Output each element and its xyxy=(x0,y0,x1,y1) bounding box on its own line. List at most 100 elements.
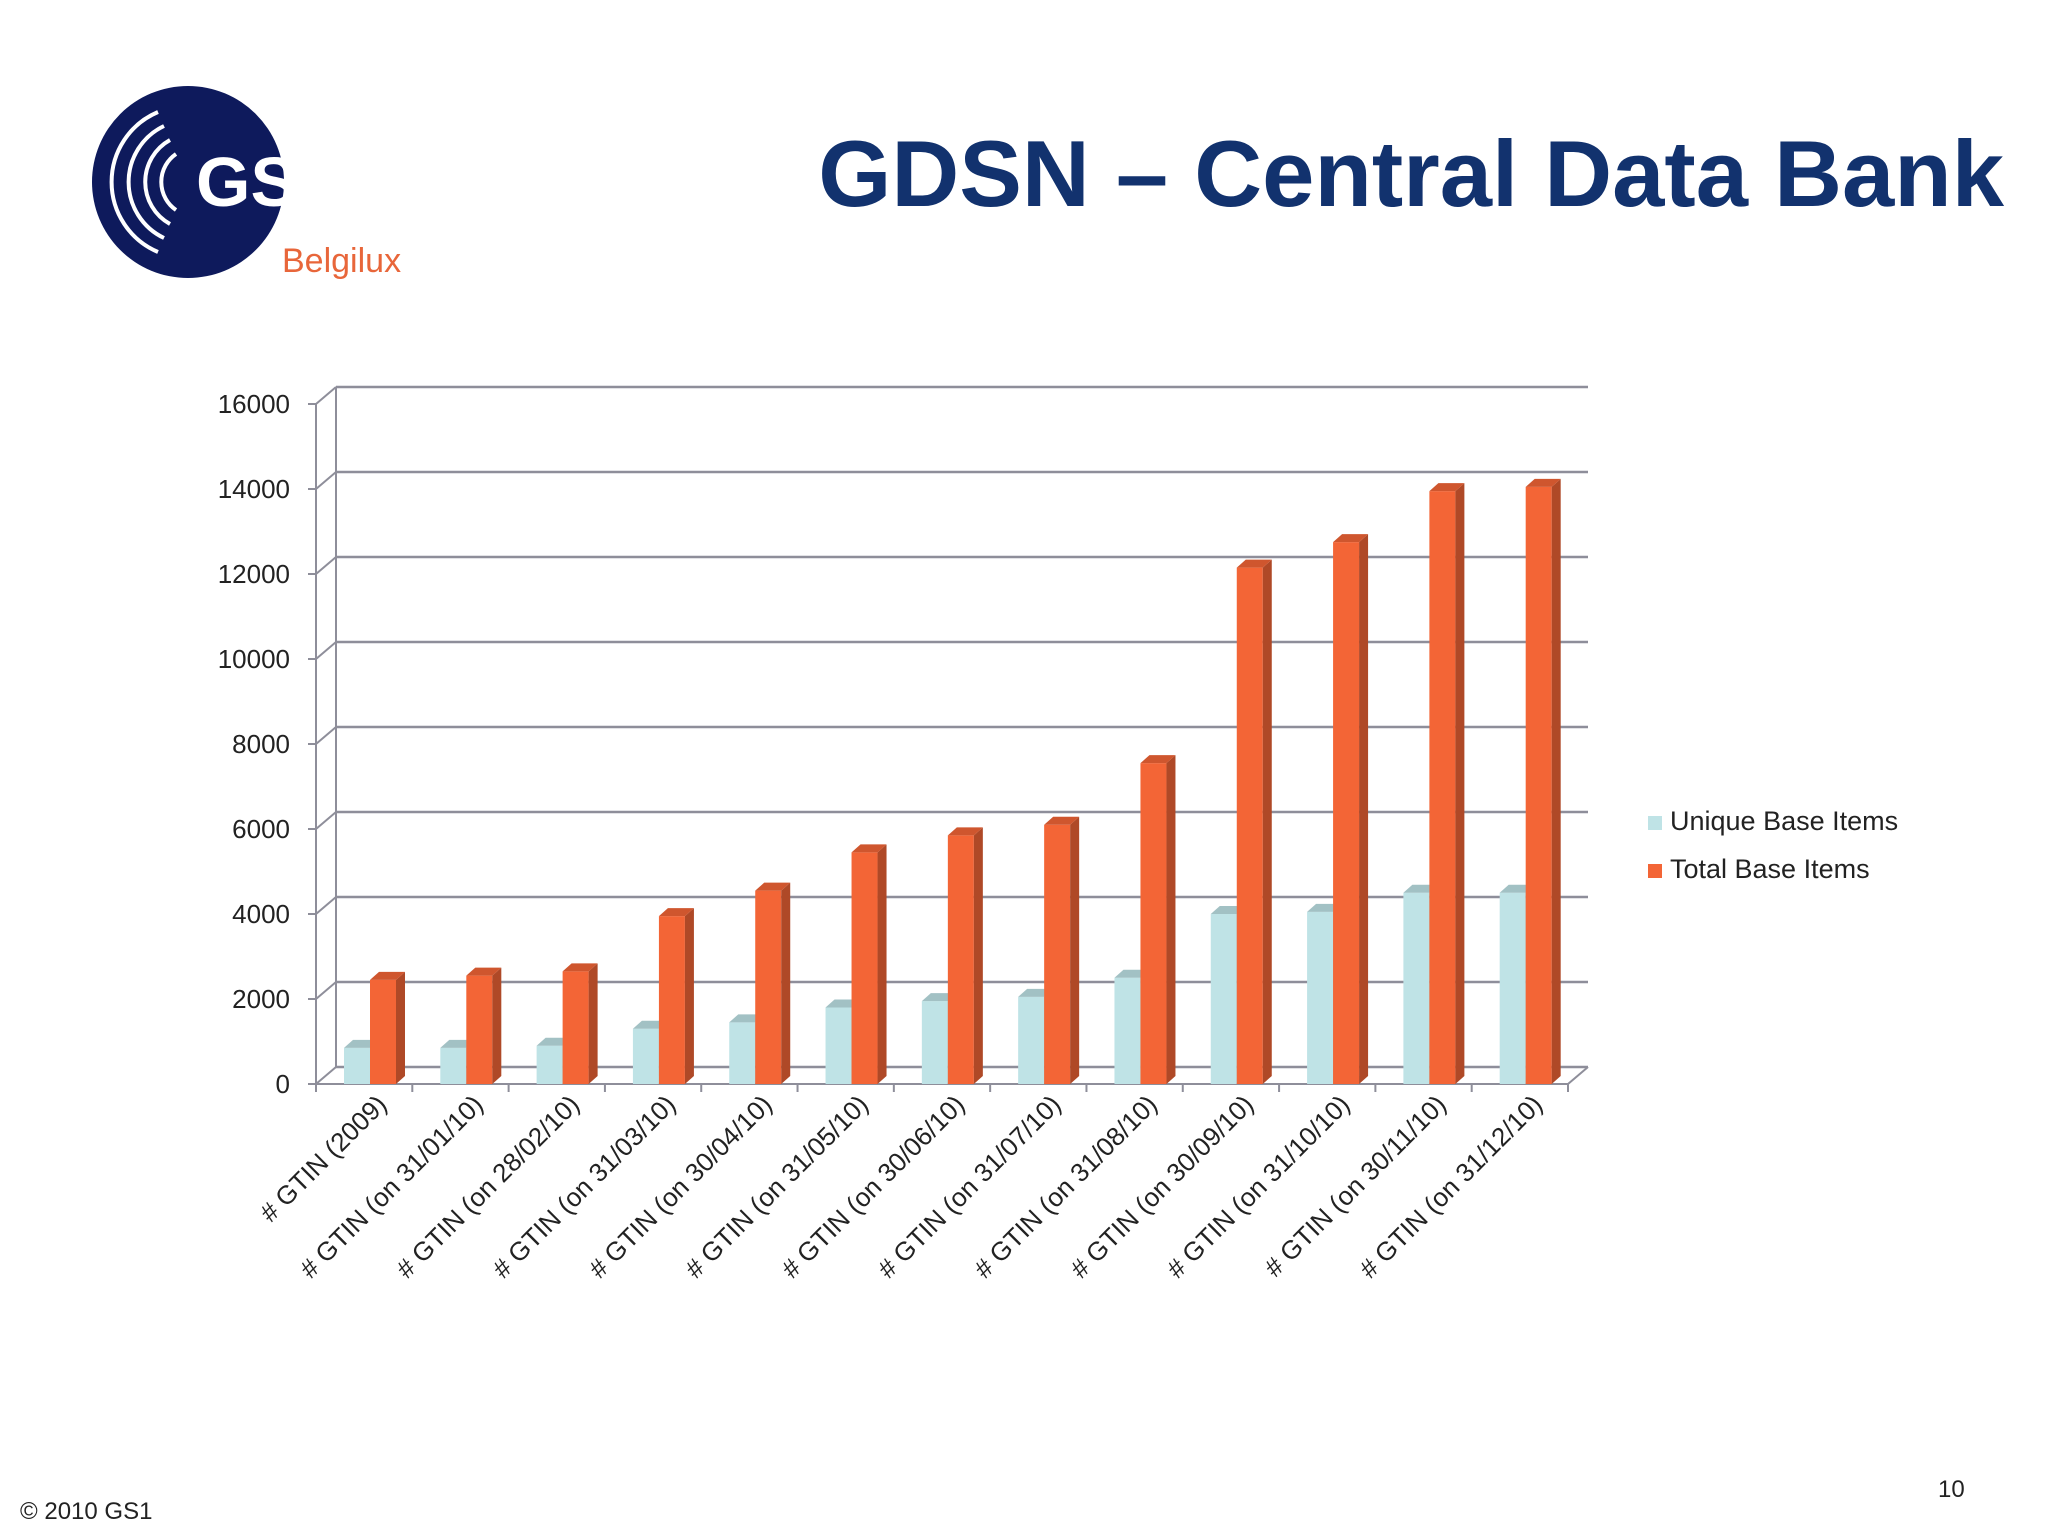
legend-label: Total Base Items xyxy=(1670,854,1870,884)
bar-front xyxy=(370,979,396,1084)
gridline-depth xyxy=(315,556,337,575)
bar-total-base-items xyxy=(947,827,983,1084)
gs1-belgilux-logo: GS1 Belgilux xyxy=(92,86,401,280)
bar-side xyxy=(396,971,405,1084)
bar-front xyxy=(632,1028,659,1084)
bar-total-base-items xyxy=(1429,483,1465,1084)
bar-front xyxy=(1114,977,1141,1084)
logo-subtitle: Belgilux xyxy=(282,242,401,280)
bar-top xyxy=(1044,816,1080,825)
logo-circle xyxy=(92,86,284,278)
bar-front xyxy=(1429,491,1456,1084)
x-tick-label: # GTIN (on 31/10/10) xyxy=(1161,1089,1356,1284)
bar-front xyxy=(825,1007,852,1084)
bar-side xyxy=(1070,816,1080,1084)
y-tick-label: 16000 xyxy=(218,389,290,419)
bar-side xyxy=(973,827,983,1084)
logo-mark-text: GS1 xyxy=(196,143,336,221)
x-tick-label: # GTIN (on 31/01/10) xyxy=(294,1089,489,1284)
gridline-depth xyxy=(315,726,337,745)
bars xyxy=(344,478,1561,1084)
bar-front xyxy=(344,1047,370,1084)
bar-top xyxy=(851,844,887,853)
bar-total-base-items xyxy=(851,844,887,1084)
slide-title: GDSN – Central Data Bank xyxy=(818,121,2004,226)
bar-top xyxy=(755,882,791,891)
bar-total-base-items xyxy=(1333,534,1369,1084)
gridline-depth xyxy=(315,981,337,1000)
bar-total-base-items xyxy=(1236,559,1272,1084)
bar-top xyxy=(466,967,502,976)
bar-top xyxy=(947,827,983,836)
bar-front xyxy=(1210,914,1237,1084)
bar-side xyxy=(781,882,791,1084)
bar-top xyxy=(658,908,694,917)
bar-side xyxy=(1455,483,1465,1084)
bar-total-base-items xyxy=(1525,478,1561,1084)
bar-side xyxy=(1262,559,1272,1084)
y-tick-label: 12000 xyxy=(218,559,290,589)
bar-total-base-items xyxy=(755,882,791,1084)
bar-side xyxy=(684,908,694,1084)
x-axis-depth xyxy=(1567,1066,1589,1085)
bar-side xyxy=(588,963,598,1084)
bar-side xyxy=(877,844,887,1084)
y-tick-label: 8000 xyxy=(232,729,290,759)
bar-total-base-items xyxy=(1140,755,1176,1084)
bar-front xyxy=(755,890,782,1084)
bar-total-base-items xyxy=(562,963,598,1084)
y-tick-label: 10000 xyxy=(218,644,290,674)
bar-front xyxy=(921,1001,948,1084)
x-tick-label: # GTIN (on 31/12/10) xyxy=(1353,1089,1548,1284)
bar-total-base-items xyxy=(466,967,502,1084)
legend: Unique Base Items Total Base Items xyxy=(1648,806,1898,884)
axes xyxy=(308,387,1589,1092)
bar-front xyxy=(562,971,589,1084)
bar-front xyxy=(1525,486,1552,1084)
bar-total-base-items xyxy=(370,971,405,1084)
bar-front xyxy=(658,916,685,1084)
bar-front xyxy=(947,835,974,1084)
legend-label: Unique Base Items xyxy=(1670,806,1898,836)
x-tick-label: # GTIN (on 31/07/10) xyxy=(872,1089,1067,1284)
bar-front xyxy=(1499,892,1526,1084)
x-tick-label: # GTIN (on 31/08/10) xyxy=(968,1089,1163,1284)
legend-swatch xyxy=(1648,816,1662,830)
bar-top xyxy=(562,963,598,972)
x-tick-label: # GTIN (on 30/06/10) xyxy=(775,1089,970,1284)
bar-front xyxy=(1403,892,1430,1084)
y-tick-label: 0 xyxy=(276,1069,290,1099)
logo-rings xyxy=(109,110,178,254)
gridline-depth xyxy=(315,386,337,405)
bar-top xyxy=(370,971,405,980)
bar-front xyxy=(729,1022,756,1084)
bar-front xyxy=(536,1045,563,1084)
x-tick-label: # GTIN (on 30/09/10) xyxy=(1064,1089,1259,1284)
bar-front xyxy=(466,975,493,1084)
bar-top xyxy=(1333,534,1369,543)
y-tick-label: 4000 xyxy=(232,899,290,929)
page-number: 10 xyxy=(1938,1476,1965,1503)
x-tick-label: # GTIN (on 30/11/10) xyxy=(1258,1089,1452,1283)
legend-swatch xyxy=(1648,864,1662,878)
bar-front xyxy=(1333,542,1360,1084)
bar-side xyxy=(1551,478,1561,1084)
gridline-depth xyxy=(315,896,337,915)
y-tick-label: 2000 xyxy=(232,984,290,1014)
bar-total-base-items xyxy=(1044,816,1080,1084)
bar-top xyxy=(1236,559,1272,568)
bar-front xyxy=(440,1047,467,1084)
bar-front xyxy=(1044,824,1071,1084)
bar-front xyxy=(1236,567,1263,1084)
gridline-depth xyxy=(315,471,337,490)
x-tick-label: # GTIN (on 30/04/10) xyxy=(583,1089,778,1284)
bar-front xyxy=(1307,911,1334,1084)
gridline-depth xyxy=(315,1066,337,1085)
x-tick-label: # GTIN (on 31/05/10) xyxy=(679,1089,874,1284)
bar-side xyxy=(1359,534,1369,1084)
footer-copyright: © 2010 GS1 xyxy=(20,1498,153,1525)
x-tick-label: # GTIN (on 31/03/10) xyxy=(486,1089,681,1284)
bar-side xyxy=(492,967,502,1084)
y-tick-label: 6000 xyxy=(232,814,290,844)
